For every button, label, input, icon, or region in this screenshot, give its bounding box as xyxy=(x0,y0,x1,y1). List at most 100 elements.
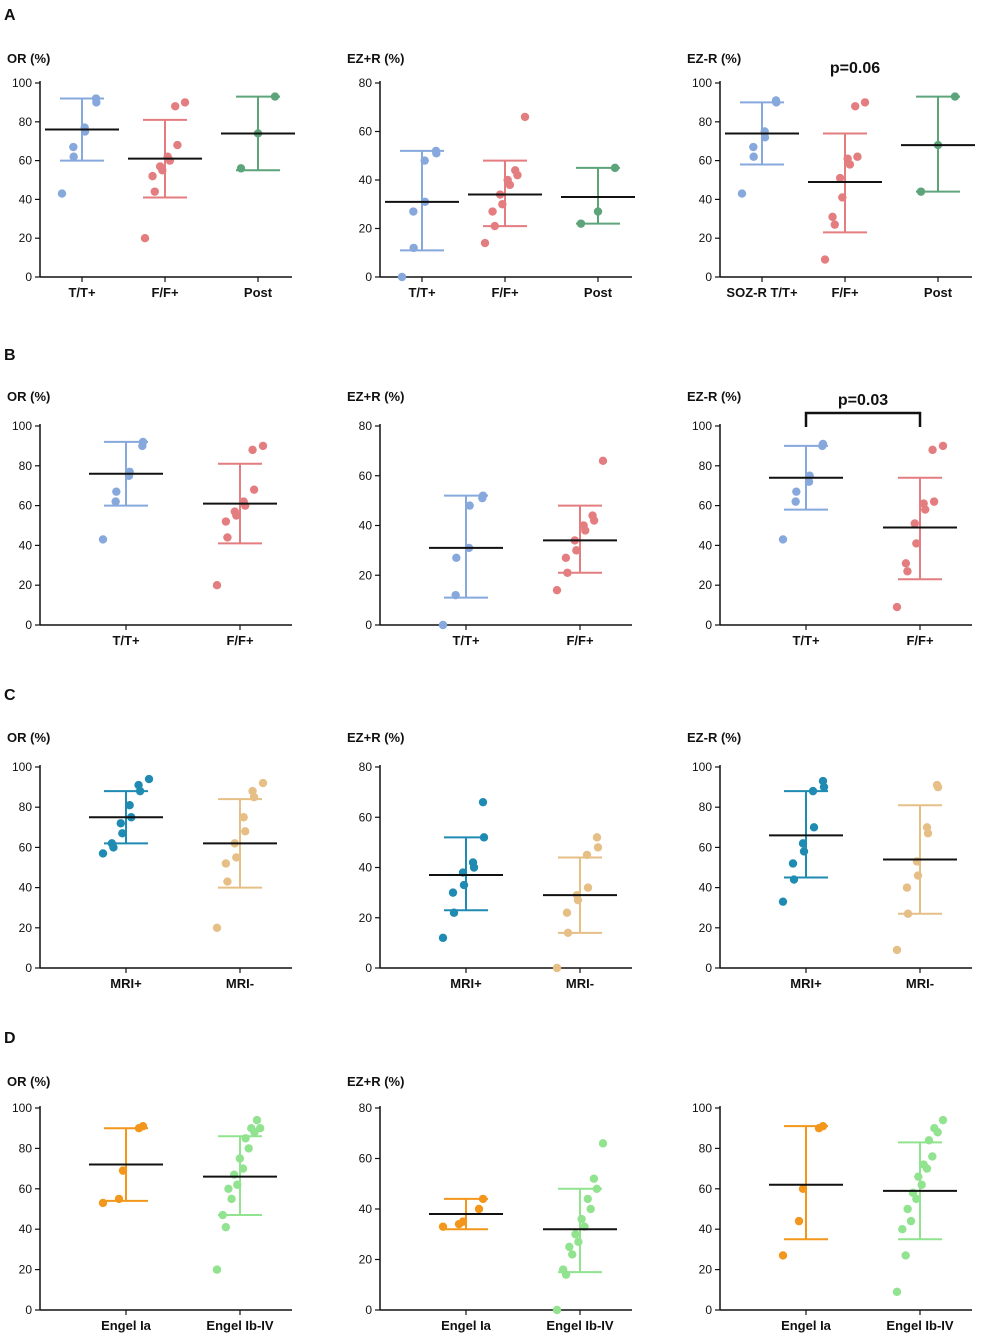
data-point xyxy=(910,519,919,528)
data-point xyxy=(778,1251,788,1260)
x-category-label: F/F+ xyxy=(906,633,933,648)
data-point xyxy=(838,193,847,202)
y-tick-label: 80 xyxy=(699,459,713,473)
x-category-label: MRI- xyxy=(566,976,594,991)
x-category-label: Engel Ib-IV xyxy=(886,1318,954,1333)
data-point xyxy=(749,142,758,152)
y-tick-label: 0 xyxy=(705,1303,712,1317)
data-point xyxy=(561,553,571,563)
y-tick-label: 40 xyxy=(19,881,33,895)
y-tick-label: 20 xyxy=(19,578,33,592)
x-category-label: T/T+ xyxy=(452,633,479,648)
data-point xyxy=(901,1251,910,1260)
data-point xyxy=(906,1216,916,1226)
y-tick-label: 40 xyxy=(19,192,33,206)
y-tick-label: 40 xyxy=(359,173,373,187)
data-point xyxy=(449,908,459,917)
data-point xyxy=(80,123,89,132)
y-tick-label: 60 xyxy=(699,840,713,854)
y-tick-label: 40 xyxy=(699,192,713,206)
data-point xyxy=(118,1166,128,1175)
data-point xyxy=(789,875,799,884)
chart-panel-c-3: EZ-R (%) 0 20 40 60 80 100 MRI+ MRI- xyxy=(687,730,972,991)
data-point xyxy=(892,602,902,612)
data-point xyxy=(212,923,222,932)
data-point xyxy=(929,497,939,506)
data-point xyxy=(552,585,562,595)
x-category-label: MRI- xyxy=(226,976,254,991)
y-tick-label: 100 xyxy=(12,1101,32,1115)
data-point xyxy=(582,850,592,860)
y-axis-title: EZ+R (%) xyxy=(347,389,404,404)
data-point xyxy=(69,152,78,161)
data-point xyxy=(558,1265,568,1274)
data-point xyxy=(107,839,117,848)
y-tick-label: 100 xyxy=(692,76,712,90)
y-tick-label: 60 xyxy=(359,469,373,483)
data-point xyxy=(563,928,573,938)
data-point xyxy=(459,880,469,890)
data-point xyxy=(112,487,121,496)
chart-panel-a-2: EZ+R (%) 0 20 40 60 80 T/T+ F/F+ Post xyxy=(347,51,635,300)
data-point xyxy=(114,1194,124,1204)
x-category-label: Engel Ia xyxy=(441,1318,492,1333)
data-point xyxy=(397,272,407,282)
data-point xyxy=(448,888,458,897)
data-point xyxy=(498,200,507,209)
data-point xyxy=(224,1184,233,1194)
x-category-label: T/T+ xyxy=(112,633,139,648)
data-point xyxy=(902,883,912,892)
data-point xyxy=(125,800,134,810)
data-point xyxy=(150,187,159,196)
y-tick-label: 100 xyxy=(692,419,712,433)
y-tick-label: 60 xyxy=(19,840,33,854)
y-axis-title: OR (%) xyxy=(7,1074,50,1089)
data-point xyxy=(901,559,911,568)
y-tick-label: 40 xyxy=(699,538,713,552)
data-point xyxy=(576,219,586,228)
x-category-label: T/T+ xyxy=(408,285,435,300)
x-category-label: T/T+ xyxy=(68,285,95,300)
data-point xyxy=(828,212,837,222)
y-tick-label: 20 xyxy=(699,578,713,592)
data-point xyxy=(778,535,788,544)
data-point xyxy=(898,1225,907,1234)
chart-panel-a-1: OR (%) 0 20 40 60 80 100 T/T+ F/F+ Post xyxy=(7,51,295,300)
data-point xyxy=(835,173,845,183)
data-point xyxy=(788,859,798,868)
data-point xyxy=(232,853,241,862)
x-category-label: F/F+ xyxy=(491,285,518,300)
y-tick-label: 60 xyxy=(699,499,713,513)
y-axis-title: EZ-R (%) xyxy=(687,730,741,745)
y-tick-label: 20 xyxy=(699,921,713,935)
data-point xyxy=(818,439,828,449)
data-point xyxy=(922,823,932,832)
y-tick-label: 20 xyxy=(359,568,373,582)
data-point xyxy=(465,501,474,510)
x-category-label: F/F+ xyxy=(566,633,593,648)
data-point xyxy=(552,963,562,973)
data-point xyxy=(938,441,948,451)
data-point xyxy=(241,1134,250,1143)
data-point xyxy=(798,839,808,848)
y-tick-label: 80 xyxy=(359,76,373,90)
data-point xyxy=(227,1194,236,1204)
y-tick-label: 0 xyxy=(25,618,32,632)
y-tick-label: 20 xyxy=(19,231,33,245)
data-point xyxy=(480,238,490,248)
data-point xyxy=(474,1204,484,1214)
data-point xyxy=(241,827,250,836)
y-tick-label: 40 xyxy=(19,1222,33,1236)
data-point xyxy=(212,581,222,590)
y-tick-label: 80 xyxy=(699,1141,713,1155)
data-point xyxy=(255,1124,265,1133)
data-point xyxy=(928,1152,937,1161)
data-point xyxy=(244,1144,253,1153)
data-point xyxy=(138,1121,148,1131)
y-tick-label: 80 xyxy=(699,115,713,129)
data-point xyxy=(148,171,157,181)
data-point xyxy=(809,823,819,832)
data-point xyxy=(589,1174,599,1183)
data-point xyxy=(451,590,460,600)
data-point xyxy=(490,221,499,231)
